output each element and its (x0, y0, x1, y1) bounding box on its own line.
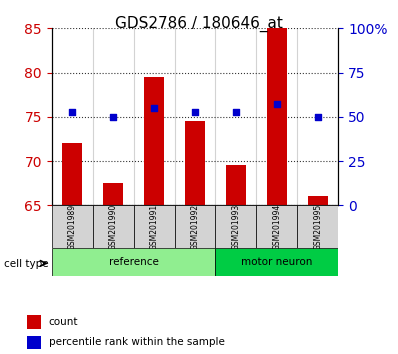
Point (315, 114, 321, 120)
FancyBboxPatch shape (215, 248, 338, 276)
Point (192, 109, 198, 115)
Bar (226, 165, 246, 205)
FancyBboxPatch shape (52, 248, 215, 276)
Point (151, 105, 157, 111)
Text: GSM201989: GSM201989 (68, 204, 77, 250)
Bar (267, 28, 287, 205)
FancyBboxPatch shape (134, 205, 175, 248)
Bar (308, 196, 328, 205)
Text: GSM201990: GSM201990 (109, 204, 118, 250)
Text: GDS2786 / 180646_at: GDS2786 / 180646_at (115, 16, 283, 32)
Text: count: count (49, 317, 78, 327)
Text: cell type: cell type (4, 259, 49, 269)
Point (69, 109, 75, 115)
Text: motor neuron: motor neuron (241, 257, 312, 267)
Bar (27, 336, 41, 349)
FancyBboxPatch shape (52, 205, 93, 248)
Point (110, 114, 116, 120)
FancyBboxPatch shape (175, 205, 215, 248)
FancyBboxPatch shape (215, 205, 256, 248)
Point (233, 109, 239, 115)
Bar (62, 143, 82, 205)
Bar (185, 121, 205, 205)
Bar (144, 77, 164, 205)
Text: GSM201993: GSM201993 (232, 204, 240, 250)
Text: percentile rank within the sample: percentile rank within the sample (49, 337, 224, 348)
Text: GSM201994: GSM201994 (272, 204, 281, 250)
Text: GSM201992: GSM201992 (191, 204, 199, 250)
Point (274, 101, 280, 106)
Bar (27, 315, 41, 329)
FancyBboxPatch shape (297, 205, 338, 248)
FancyBboxPatch shape (256, 205, 297, 248)
Text: GSM201991: GSM201991 (150, 204, 158, 250)
Text: GSM201995: GSM201995 (313, 204, 322, 250)
FancyBboxPatch shape (93, 205, 134, 248)
Text: reference: reference (109, 257, 158, 267)
Bar (103, 183, 123, 205)
